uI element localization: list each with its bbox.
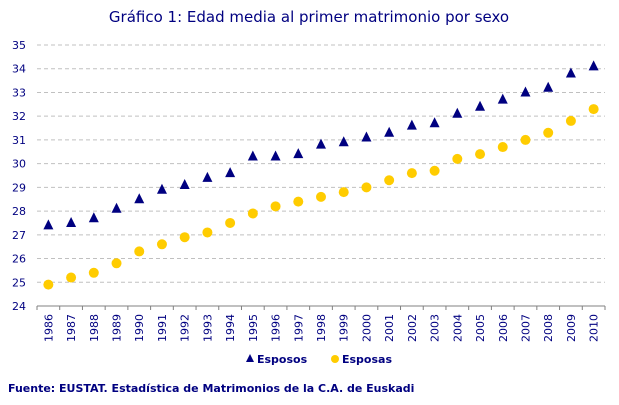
x-tick-label: 2001 (383, 314, 396, 342)
esposas-point (134, 246, 145, 257)
esposas-point (111, 258, 122, 269)
y-tick-label: 27 (12, 229, 26, 242)
x-tick-label: 2010 (588, 314, 601, 342)
esposas-point (316, 191, 326, 202)
x-tick-label: 1999 (338, 314, 351, 342)
x-tick-label: 2003 (429, 314, 442, 342)
legend-label: Esposos (257, 353, 308, 366)
esposas-point (429, 165, 440, 176)
esposos-point (270, 150, 281, 161)
esposas-point (247, 208, 258, 219)
x-tick-label: 1988 (88, 314, 101, 342)
x-tick-label: 1986 (42, 314, 55, 342)
esposos-point (225, 167, 236, 178)
esposos-point (134, 193, 145, 204)
esposos-point (452, 107, 463, 118)
esposas-point (88, 267, 99, 278)
esposos-point (429, 117, 440, 128)
x-tick-label: 2006 (497, 314, 510, 342)
x-tick-label: 1998 (315, 314, 328, 342)
y-tick-label: 30 (12, 158, 26, 171)
esposas-point (520, 134, 531, 145)
esposos-point (247, 150, 258, 161)
esposas-point (497, 142, 508, 153)
esposos-point (88, 212, 99, 223)
esposos-point (179, 178, 190, 189)
x-tick-label: 2008 (542, 314, 555, 342)
esposas-point (406, 168, 417, 179)
esposas-point (588, 104, 599, 115)
legend-circle-icon (331, 355, 339, 363)
x-tick-label: 2005 (474, 314, 487, 342)
esposas-point (156, 239, 167, 250)
esposos-point (384, 126, 395, 137)
x-tick-label: 1997 (292, 314, 305, 342)
esposas-point (179, 232, 190, 243)
esposos-point (111, 202, 122, 213)
esposas-point (270, 201, 281, 212)
y-tick-label: 34 (12, 63, 26, 76)
esposas-point (293, 196, 304, 207)
x-tick-label: 1987 (65, 314, 78, 342)
esposos-point (43, 219, 54, 230)
y-tick-label: 35 (12, 39, 26, 52)
esposas-point (565, 115, 576, 126)
esposas-point (384, 175, 395, 186)
y-tick-label: 25 (12, 276, 26, 289)
y-tick-label: 29 (12, 181, 26, 194)
legend-label: Esposas (342, 353, 392, 366)
esposos-point (475, 100, 486, 111)
y-tick-label: 31 (12, 134, 26, 147)
esposos-point (202, 171, 213, 182)
x-tick-label: 2000 (360, 314, 373, 342)
x-tick-label: 1995 (247, 314, 260, 342)
x-tick-label: 2009 (565, 314, 578, 342)
esposos-point (565, 67, 576, 78)
legend-triangle-icon (246, 354, 254, 362)
esposas-point (475, 149, 486, 160)
y-tick-label: 28 (12, 205, 26, 218)
chart-title: Gráfico 1: Edad media al primer matrimon… (109, 8, 509, 26)
x-tick-label: 1994 (224, 314, 237, 342)
y-tick-label: 24 (12, 300, 26, 313)
x-tick-label: 2004 (451, 314, 464, 342)
esposas-point (43, 279, 54, 290)
y-tick-label: 32 (12, 110, 26, 123)
source-note: Fuente: EUSTAT. Estadística de Matrimoni… (8, 382, 414, 395)
esposos-point (316, 138, 326, 149)
y-tick-label: 26 (12, 253, 26, 266)
esposas-point (338, 187, 349, 198)
x-tick-label: 1990 (133, 314, 146, 342)
x-tick-label: 2007 (519, 314, 532, 342)
x-tick-label: 1989 (111, 314, 124, 342)
esposas-point (66, 272, 77, 283)
x-tick-label: 1991 (156, 314, 169, 342)
esposos-point (66, 216, 77, 227)
x-tick-label: 2002 (406, 314, 419, 342)
x-tick-label: 1992 (179, 314, 192, 342)
esposos-point (293, 148, 304, 159)
x-tick-label: 1993 (201, 314, 214, 342)
esposos-point (338, 136, 349, 147)
esposos-point (588, 60, 599, 71)
esposos-point (520, 86, 531, 97)
esposos-point (361, 131, 372, 142)
esposos-point (543, 81, 554, 92)
esposas-point (202, 227, 213, 238)
x-tick-label: 1996 (270, 314, 283, 342)
y-tick-label: 33 (12, 86, 26, 99)
esposos-point (156, 183, 167, 194)
esposas-point (543, 127, 554, 138)
esposas-point (225, 217, 236, 228)
esposas-point (361, 182, 372, 193)
esposos-point (406, 119, 417, 130)
esposos-point (497, 93, 508, 104)
esposas-point (452, 153, 463, 164)
